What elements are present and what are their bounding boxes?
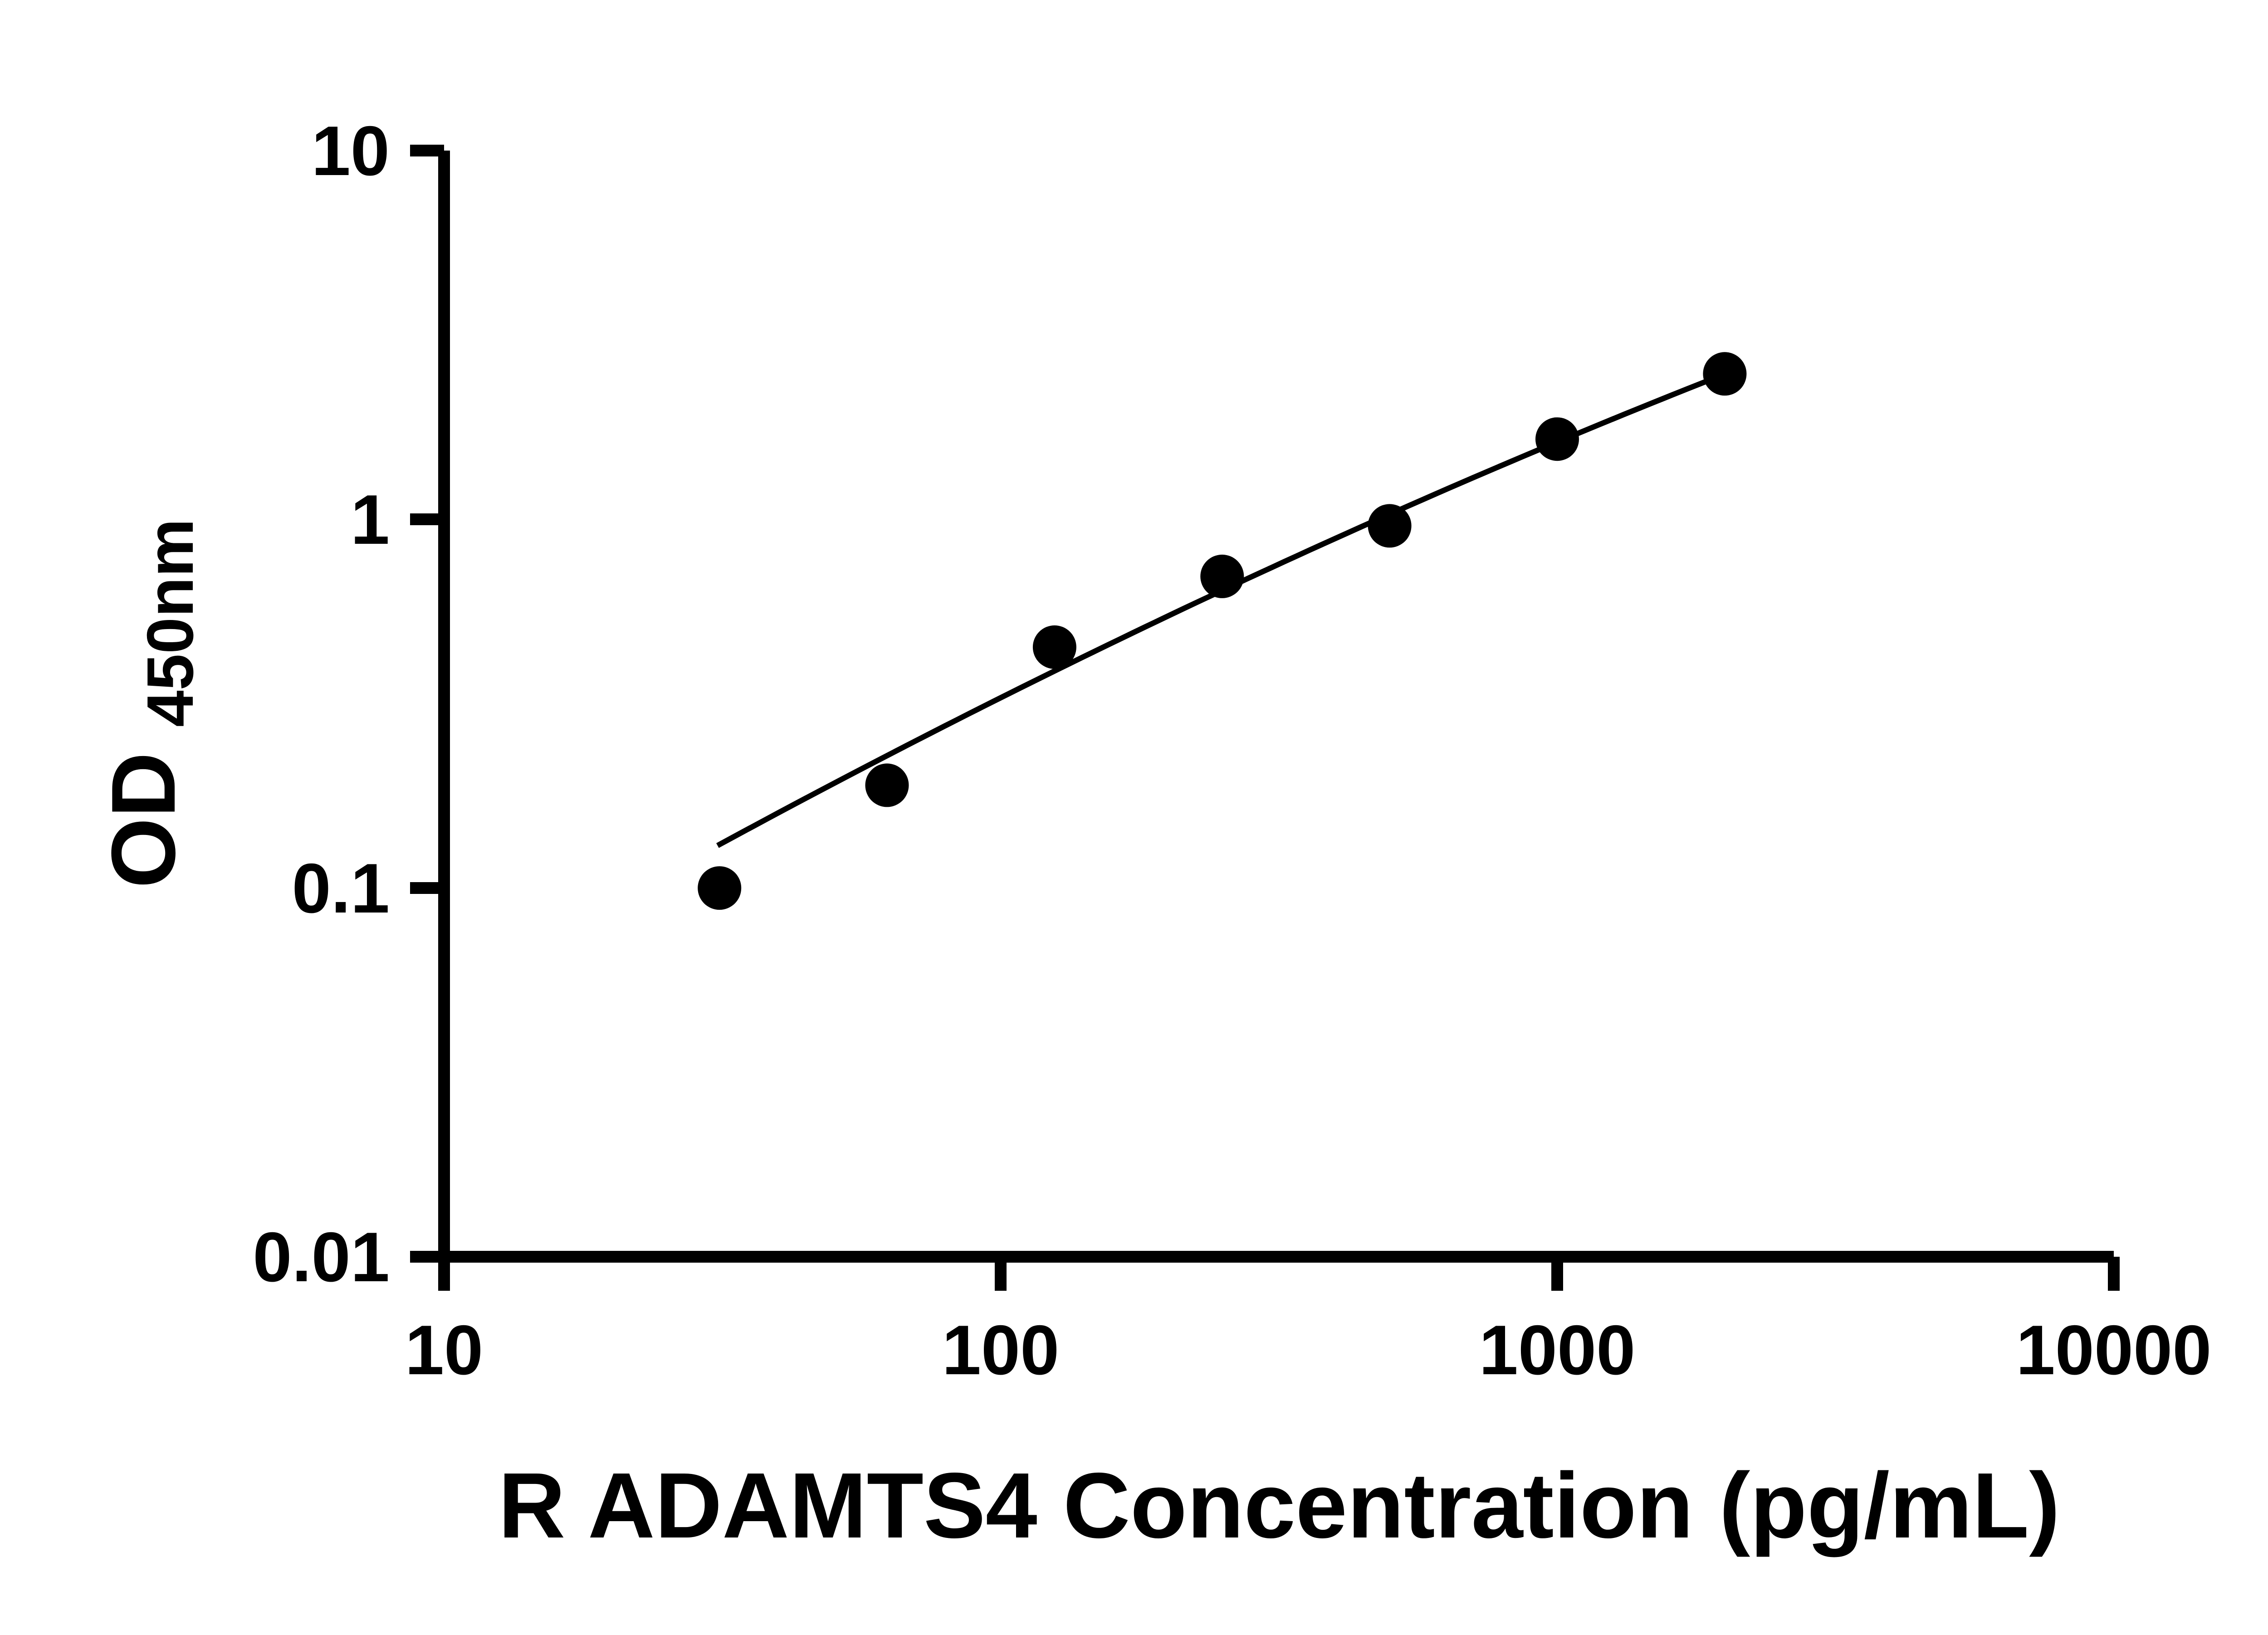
y-tick-label: 0.01: [253, 1218, 390, 1296]
x-tick-label: 1000: [1479, 1311, 1636, 1389]
y-tick-label: 10: [312, 112, 390, 190]
data-point: [1535, 417, 1579, 461]
axes-layer: 10 100 1000 10000 0.01 0.1 1 10: [253, 112, 2211, 1389]
data-layer: [698, 352, 1747, 910]
y-axis-title-base: OD: [93, 752, 194, 888]
data-point: [1032, 625, 1076, 669]
data-point: [1703, 352, 1747, 396]
data-point: [1200, 554, 1244, 598]
x-tick-label: 100: [942, 1311, 1060, 1389]
y-tick-label: 1: [351, 480, 390, 559]
data-point: [865, 763, 909, 807]
x-tick-label: 10000: [2016, 1311, 2211, 1389]
data-point: [698, 866, 742, 910]
x-tick-label: 10: [405, 1311, 483, 1389]
y-axis-title: OD 450nm: [93, 518, 207, 888]
x-axis-title: R ADAMTS4 Concentration (pg/mL): [498, 1454, 2060, 1557]
y-tick-label: 0.1: [292, 849, 390, 927]
y-axis-title-subscript: 450nm: [133, 518, 207, 727]
data-point: [1368, 504, 1412, 548]
